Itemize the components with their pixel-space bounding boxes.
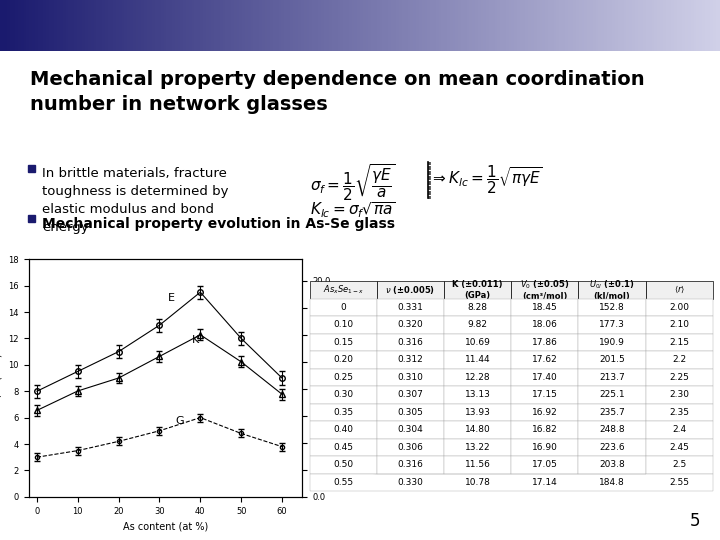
- X-axis label: As content (at %): As content (at %): [123, 521, 208, 531]
- Text: K: K: [192, 335, 199, 346]
- Text: $\Rightarrow K_{lc} = \dfrac{1}{2}\sqrt{\pi\gamma E}$: $\Rightarrow K_{lc} = \dfrac{1}{2}\sqrt{…: [430, 164, 543, 197]
- Text: Mechanical property dependence on mean coordination
number in network glasses: Mechanical property dependence on mean c…: [30, 70, 644, 114]
- Y-axis label: E, G (GPa): E, G (GPa): [0, 353, 3, 403]
- Text: E: E: [168, 293, 175, 303]
- Text: In brittle materials, fracture
toughness is determined by
elastic modulus and bo: In brittle materials, fracture toughness…: [42, 167, 228, 234]
- Text: , 195206 (2010): , 195206 (2010): [112, 483, 196, 493]
- Bar: [28, 215, 35, 222]
- Bar: [28, 165, 35, 172]
- Text: 82: 82: [102, 483, 117, 493]
- Text: Phys. Rev. B: Phys. Rev. B: [32, 483, 99, 493]
- Y-axis label: K (GPa): K (GPa): [336, 360, 346, 396]
- Text: Mechanical property evolution in As-Se glass: Mechanical property evolution in As-Se g…: [42, 217, 395, 231]
- Text: G: G: [176, 416, 184, 426]
- Text: $\sigma_f = \dfrac{1}{2}\sqrt{\dfrac{\gamma E}{a}}$: $\sigma_f = \dfrac{1}{2}\sqrt{\dfrac{\ga…: [310, 162, 396, 203]
- Text: 5: 5: [690, 512, 700, 530]
- Text: $K_{lc} = \sigma_f \sqrt{\pi a}$: $K_{lc} = \sigma_f \sqrt{\pi a}$: [310, 200, 396, 220]
